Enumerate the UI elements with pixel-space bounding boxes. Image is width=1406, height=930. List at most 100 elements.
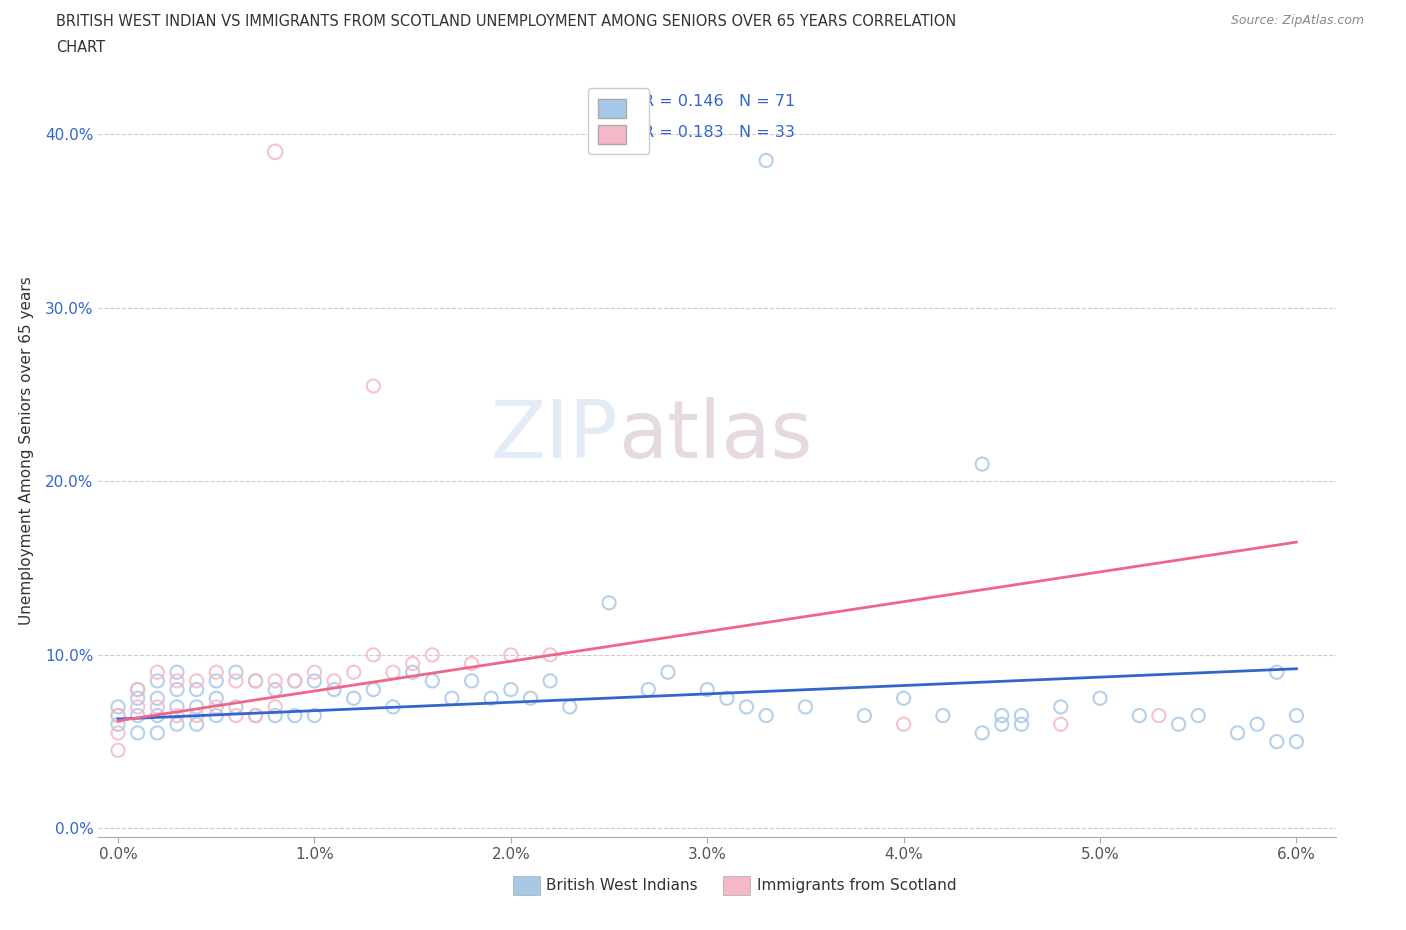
Point (519, 691, 541, 706)
Point (972, 457, 994, 472)
Point (716, 691, 738, 706)
Point (146, 725, 169, 740)
Point (186, 708, 208, 723)
Point (264, 682, 287, 697)
Point (323, 673, 346, 688)
Point (225, 708, 247, 723)
Y-axis label: Unemployment Among Seniors over 65 years: Unemployment Among Seniors over 65 years (18, 277, 34, 625)
Text: ZIP: ZIP (491, 396, 619, 474)
Point (127, 682, 149, 697)
Point (853, 708, 876, 723)
Point (186, 717, 208, 732)
Point (460, 673, 482, 688)
Point (1285, 708, 1308, 723)
Point (538, 673, 561, 688)
Point (363, 647, 385, 662)
Point (440, 691, 463, 706)
Point (304, 665, 326, 680)
Point (343, 665, 366, 680)
Point (304, 673, 326, 688)
Legend: , : , (588, 88, 648, 154)
Point (538, 647, 561, 662)
Point (893, 691, 915, 706)
Point (245, 708, 267, 723)
Point (343, 691, 366, 706)
Text: Source: ZipAtlas.com: Source: ZipAtlas.com (1230, 14, 1364, 27)
Point (696, 682, 718, 697)
Point (893, 717, 915, 732)
Point (225, 665, 247, 680)
Point (1265, 734, 1288, 749)
Point (323, 682, 346, 697)
Point (127, 699, 149, 714)
Text: BRITISH WEST INDIAN VS IMMIGRANTS FROM SCOTLAND UNEMPLOYMENT AMONG SENIORS OVER : BRITISH WEST INDIAN VS IMMIGRANTS FROM S… (56, 14, 956, 29)
Point (479, 691, 502, 706)
Point (1049, 717, 1071, 732)
Point (598, 595, 620, 610)
Point (146, 691, 169, 706)
Point (1011, 708, 1033, 723)
FancyBboxPatch shape (513, 876, 540, 895)
Point (735, 699, 758, 714)
Point (991, 708, 1014, 723)
Point (637, 682, 659, 697)
Point (284, 673, 307, 688)
Text: Immigrants from Scotland: Immigrants from Scotland (756, 878, 956, 893)
Point (264, 699, 287, 714)
Point (558, 699, 581, 714)
Point (127, 682, 149, 697)
Point (657, 665, 679, 680)
Text: R = 0.146   N = 71: R = 0.146 N = 71 (643, 94, 794, 109)
Point (1049, 699, 1071, 714)
Point (932, 708, 955, 723)
Point (1285, 734, 1308, 749)
Point (420, 673, 443, 688)
Point (972, 725, 994, 740)
Point (245, 673, 267, 688)
Point (264, 144, 287, 159)
Text: CHART: CHART (56, 40, 105, 55)
Point (363, 379, 385, 393)
Point (1265, 665, 1288, 680)
Point (264, 708, 287, 723)
Point (186, 682, 208, 697)
Point (1187, 708, 1209, 723)
Point (166, 682, 188, 697)
Point (382, 699, 405, 714)
Text: R = 0.183   N = 33: R = 0.183 N = 33 (643, 125, 794, 140)
Point (1147, 708, 1170, 723)
Point (146, 708, 169, 723)
Point (304, 708, 326, 723)
Point (107, 743, 129, 758)
Point (499, 682, 522, 697)
Point (146, 673, 169, 688)
Point (991, 717, 1014, 732)
Point (363, 682, 385, 697)
Point (1226, 725, 1249, 740)
Point (499, 647, 522, 662)
Point (127, 725, 149, 740)
Point (107, 725, 129, 740)
Point (460, 656, 482, 671)
Point (755, 708, 778, 723)
Point (1011, 717, 1033, 732)
Point (166, 673, 188, 688)
Point (284, 708, 307, 723)
Point (127, 708, 149, 723)
Point (166, 708, 188, 723)
Point (205, 699, 228, 714)
Point (186, 699, 208, 714)
Point (107, 708, 129, 723)
Point (107, 699, 129, 714)
Point (1088, 691, 1111, 706)
Point (166, 699, 188, 714)
Point (382, 665, 405, 680)
Point (205, 665, 228, 680)
Point (107, 717, 129, 732)
Point (225, 699, 247, 714)
Point (284, 673, 307, 688)
Point (205, 691, 228, 706)
Point (1167, 717, 1189, 732)
Point (127, 691, 149, 706)
Point (166, 665, 188, 680)
